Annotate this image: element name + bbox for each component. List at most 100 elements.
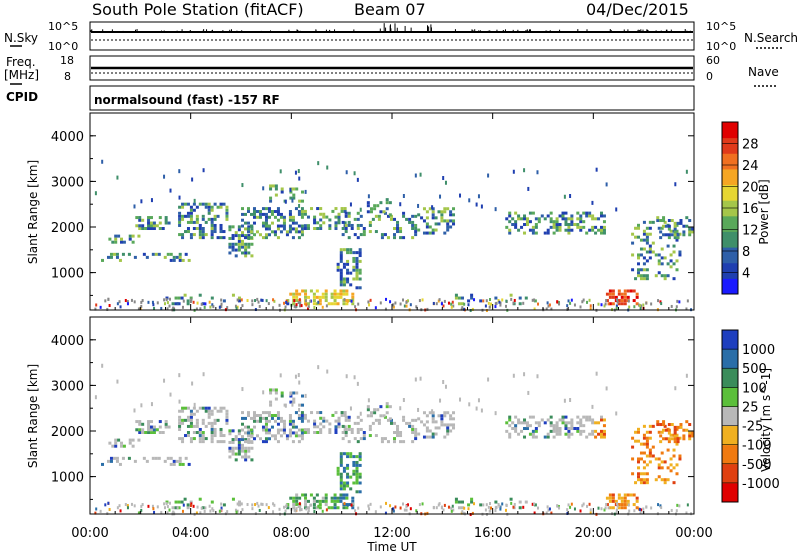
power-cell [386,214,390,218]
power-cell [667,227,671,231]
velocity-cell [301,493,305,497]
power-cell [247,245,251,249]
power-cell [300,233,304,237]
power-cell [189,217,193,221]
velocity-cell [279,373,282,378]
velocity-cell [303,428,307,432]
velocity-cell [297,434,301,438]
velocity-cell [673,434,677,438]
power-cell [377,214,381,218]
velocity-cell [511,427,515,431]
power-cell [186,211,190,215]
power-cell [371,217,375,221]
velocity-cell [402,440,406,444]
velocity-cell [313,431,317,435]
velocity-cell [237,443,241,447]
power-cell [328,224,332,228]
velocity-cell [638,507,641,511]
power-cell [147,221,151,225]
velocity-cell [247,429,251,433]
velocity-cell [303,413,307,417]
power-cell [617,289,621,293]
velocity-cell [186,434,190,438]
power-cell [342,262,346,266]
velocity-cell [637,439,641,443]
power-cell [666,274,670,278]
velocity-cell [243,416,247,420]
velocity-cell [355,463,359,467]
power-cell [415,305,418,309]
velocity-cell [228,440,232,444]
power-cell [356,211,360,215]
power-cell [459,193,462,198]
velocity-cell [350,427,354,431]
velocity-cell [355,460,359,464]
power-cell [411,214,415,218]
power-cell [339,277,343,281]
power-cell [673,227,677,231]
power-cell [241,224,244,228]
power-cell [321,305,324,309]
power-cell [147,227,151,231]
power-cell [298,199,302,203]
power-cell [642,232,646,236]
power-cell [319,207,323,211]
power-cell [298,298,301,302]
power-cell [292,196,296,200]
power-cell [608,295,612,299]
velocity-cell [195,431,199,435]
power-cell [286,299,290,303]
velocity-cell [567,429,571,433]
power-cell [152,303,155,307]
power-cell [307,305,310,309]
power-cell [454,296,458,300]
power-cell [522,301,525,305]
velocity-cell [151,456,155,460]
velocity-cell [558,506,561,510]
power-cell [330,295,334,299]
power-cell [315,295,319,299]
velocity-cell [300,428,304,432]
power-cell [347,214,351,218]
velocity-colorbar-label: Velocity [m s^-1] [759,368,773,472]
velocity-cell [160,510,163,514]
power-cell [351,292,355,296]
velocity-cell [300,414,304,418]
velocity-cell [460,500,464,504]
velocity-cell [261,428,265,432]
velocity-cell [385,501,388,505]
velocity-cell [688,437,692,441]
velocity-cell [280,394,284,398]
velocity-cell [333,503,337,507]
power-cell [190,298,193,302]
power-cell [207,202,211,206]
velocity-cell [605,496,609,500]
velocity-cell [109,459,113,463]
power-cell [388,213,392,217]
power-cell [108,304,111,308]
velocity-cell [479,503,483,507]
velocity-cell [548,507,551,511]
velocity-cell [597,506,600,510]
power-cell [556,300,559,304]
power-cell [340,207,344,211]
power-cell [249,212,253,216]
velocity-cell [602,418,606,422]
power-cell [358,268,362,272]
power-cell [334,221,338,225]
velocity-cell [325,508,328,512]
power-cell [358,248,362,252]
power-cell [446,219,450,223]
velocity-cell [489,502,492,506]
power-cell [558,225,562,229]
velocity-cell [347,415,351,419]
power-cell [422,231,426,235]
velocity-cell [414,377,417,382]
power-cell [488,305,491,309]
velocity-cell [428,435,432,439]
power-cell [434,228,438,232]
power-cell [202,168,205,173]
velocity-cell [219,427,223,431]
velocity-cell [282,422,286,426]
velocity-cell [549,421,553,425]
